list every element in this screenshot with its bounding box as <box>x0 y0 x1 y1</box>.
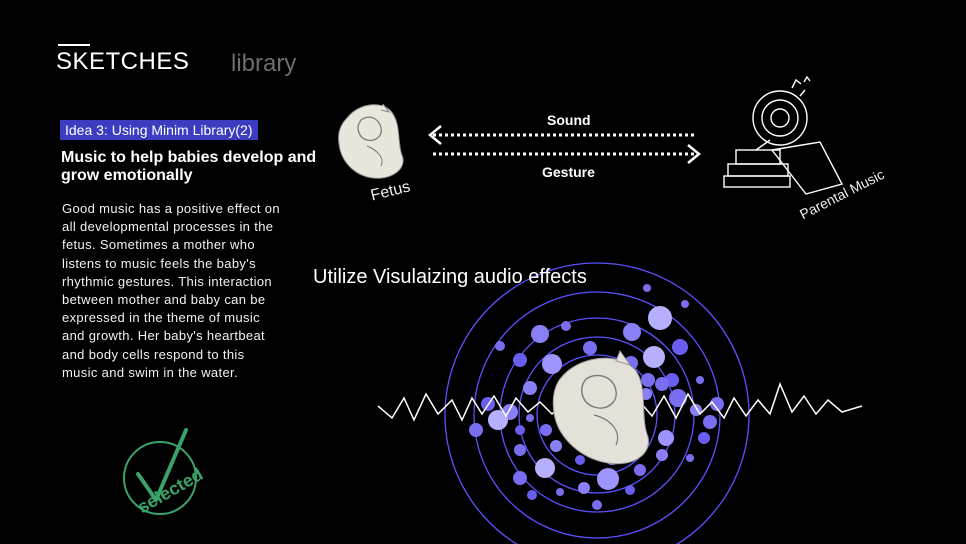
particle-dot <box>531 325 549 343</box>
particle-dot <box>550 440 562 452</box>
particle-dot <box>527 490 537 500</box>
particle-dot <box>575 455 585 465</box>
page-title: SKETCHES <box>56 48 190 75</box>
particle-dot <box>515 425 525 435</box>
sound-label: Sound <box>547 112 591 128</box>
particle-dot <box>592 500 602 510</box>
particle-dot <box>634 464 646 476</box>
title-underline <box>58 44 90 46</box>
fetus-sketch-icon <box>338 103 404 179</box>
particle-dot <box>658 430 674 446</box>
particle-dot <box>669 389 687 407</box>
fetus-center-icon <box>552 349 649 465</box>
idea-badge: Idea 3: Using Minim Library(2) <box>60 120 258 140</box>
particle-dot <box>535 458 555 478</box>
particle-dot <box>681 300 689 308</box>
particle-dot <box>488 410 508 430</box>
particle-dot <box>623 323 641 341</box>
particle-dot <box>513 471 527 485</box>
selected-stamp-icon <box>123 428 197 515</box>
particle-dot <box>648 306 672 330</box>
gesture-label: Gesture <box>542 164 595 180</box>
particle-dot <box>703 415 717 429</box>
particle-dot <box>526 414 534 422</box>
particle-dot <box>696 376 704 384</box>
gramophone-sketch-icon <box>723 75 844 195</box>
particle-dot <box>540 424 552 436</box>
particle-dot <box>542 354 562 374</box>
particle-dot <box>643 346 665 368</box>
particle-dot <box>641 373 655 387</box>
particle-dot <box>597 468 619 490</box>
particle-dot <box>513 353 527 367</box>
visualization-title: Utilize Visulaizing audio effects <box>313 266 587 288</box>
particle-dot <box>469 423 483 437</box>
particle-dot <box>495 341 505 351</box>
library-tab[interactable]: library <box>231 50 297 77</box>
particle-dot <box>656 449 668 461</box>
idea-headline: Music to help babies develop and grow em… <box>61 149 317 184</box>
sound-arrow <box>428 125 694 145</box>
particle-dot <box>523 381 537 395</box>
gesture-arrow <box>433 144 701 164</box>
particle-dot <box>710 397 724 411</box>
particle-dot <box>643 284 651 292</box>
particle-dot <box>583 341 597 355</box>
particle-dot <box>625 485 635 495</box>
particle-dot <box>672 339 688 355</box>
idea-description: Good music has a positive effect on all … <box>62 201 280 380</box>
particle-dot <box>514 444 526 456</box>
particle-dot <box>686 454 694 462</box>
particle-dot <box>561 321 571 331</box>
particle-dot <box>578 482 590 494</box>
particle-dot <box>556 488 564 496</box>
particle-dot <box>655 377 669 391</box>
particle-dot <box>698 432 710 444</box>
